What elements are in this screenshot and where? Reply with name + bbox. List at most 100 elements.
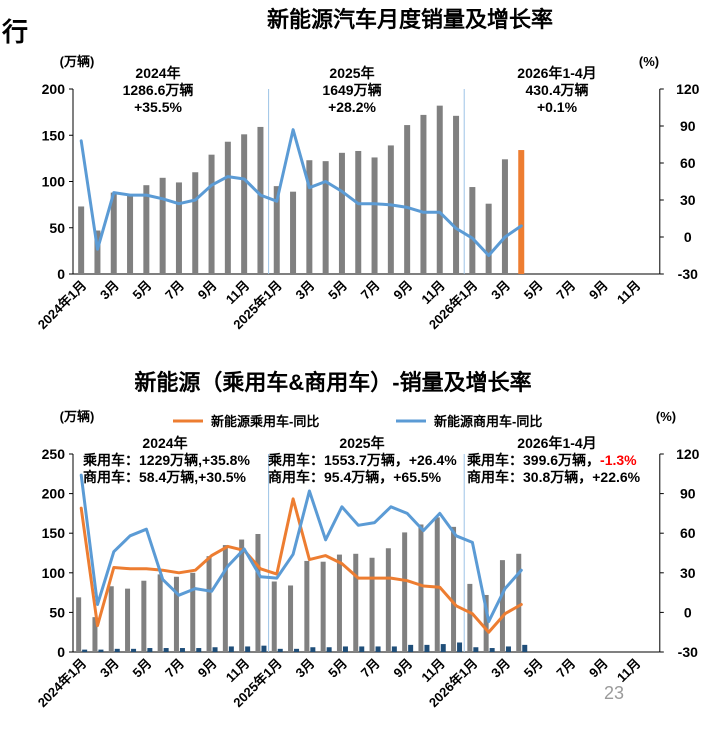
y-tick-label: 150 [42,127,66,143]
bar [501,159,508,274]
y2-axis-unit: (%) [639,54,659,69]
annotation-text: +35.5% [134,99,182,115]
commercial-growth-line [79,473,523,624]
bar [241,134,248,274]
bar-passenger [288,585,294,652]
page-number: 23 [604,683,625,703]
x-tick-label: 7月 [162,656,187,681]
bar-commercial [294,648,300,652]
bar-commercial [245,646,251,652]
bar [192,172,199,274]
corner-text: 行 [2,17,29,47]
y2-tick-label: 120 [676,81,700,97]
annotation-text: 2025年 [329,65,374,81]
bar-commercial [391,646,397,652]
bar-passenger [125,588,131,652]
annotation-row: 商用车：30.8万辆，+22.6% [467,469,641,485]
bar-passenger [483,594,489,652]
bar-passenger [320,561,326,652]
ev-passenger-commercial-chart: 新能源（乘用车&商用车）-销量及增长率 (万辆) (%) 0 50 100 150 200 25… [35,370,700,711]
bar-passenger [304,560,310,652]
x-tick-label: 2024年1月 [35,656,90,711]
x-tick-label: 3月 [293,278,318,303]
bar [208,154,215,274]
y2-tick-label: 60 [680,155,696,171]
y-tick-label: 0 [57,644,65,660]
bar-commercial [114,648,120,652]
bar [387,145,394,274]
y-axis-unit: (万辆) [60,409,95,424]
bar [175,182,182,274]
annotation-text: 430.4万辆 [525,82,588,98]
y-tick-label: 200 [42,486,66,502]
bar-passenger [92,617,98,652]
bar [338,152,345,274]
bar-passenger [173,576,179,652]
y-tick-label: 50 [49,220,65,236]
x-tick-label: 5月 [130,278,155,303]
x-tick-label: 5月 [130,656,155,681]
bar [371,157,378,274]
bar-passenger [239,539,245,652]
y2-tick-label: -30 [678,644,698,660]
y2-tick-label: 90 [680,118,696,134]
bar [110,192,117,274]
y2-tick-label: 120 [676,446,700,462]
annotation-header: 2025年 [339,435,384,451]
bar [143,185,150,274]
x-tick-label: 3月 [293,656,318,681]
bar-commercial [473,647,479,652]
bar-commercial [212,647,218,652]
x-tick-label: 5月 [325,656,350,681]
bar-passenger [499,560,505,652]
bar-commercial [375,646,381,652]
x-tick-label: 3月 [97,278,122,303]
y2-tick-label: 0 [684,229,692,245]
y-tick-label: 200 [42,81,66,97]
bar-passenger [353,553,359,652]
bar-commercial [196,648,202,652]
bar [273,186,280,274]
y2-tick-label: 30 [680,565,696,581]
annotation-row: 乘用车：1229万辆,+35.8% [82,452,250,468]
x-tick-label: 9月 [586,656,611,681]
bar-commercial [131,648,137,652]
bar-commercial [424,644,430,652]
bar [453,115,460,274]
x-tick-label: 11月 [614,656,644,686]
annotation-text: 1286.6万辆 [123,82,194,98]
bar-commercial [342,646,348,652]
x-tick-label: 7月 [358,656,383,681]
bar [306,160,313,274]
bar-commercial [408,644,414,652]
bar-passenger [451,526,457,652]
bar-commercial [147,648,153,652]
x-tick-label: 7月 [358,278,383,303]
y2-tick-label: 90 [680,486,696,502]
bar [290,191,297,274]
x-tick-label: 5月 [521,656,546,681]
bar-passenger [369,557,375,652]
bar-commercial [489,648,495,652]
bar-passenger [222,545,228,652]
bar-commercial [163,648,169,652]
bar [127,195,134,274]
annotation-row: 乘用车：399.6万辆，-1.3% [466,452,637,468]
x-tick-label: 9月 [195,656,220,681]
x-tick-label: 3月 [488,278,513,303]
bar [518,150,525,274]
negative-growth-value: -1.3% [600,452,637,468]
bar [94,230,101,274]
y-axis-unit: (万辆) [60,54,95,69]
y-tick-label: 250 [42,446,66,462]
x-tick-label: 5月 [325,278,350,303]
bar [420,114,427,275]
annotation-row: 乘用车：1553.7万辆，+26.4% [267,452,457,468]
growth-rate-line [79,128,523,257]
x-tick-label: 9月 [390,278,415,303]
x-tick-label: 7月 [553,656,578,681]
bar-passenger [402,532,408,652]
bar-passenger [108,586,114,652]
bar-commercial [522,644,528,652]
x-tick-label: 5月 [521,278,546,303]
